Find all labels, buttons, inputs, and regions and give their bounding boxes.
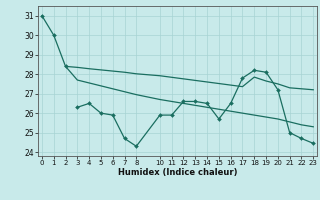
X-axis label: Humidex (Indice chaleur): Humidex (Indice chaleur) — [118, 168, 237, 177]
